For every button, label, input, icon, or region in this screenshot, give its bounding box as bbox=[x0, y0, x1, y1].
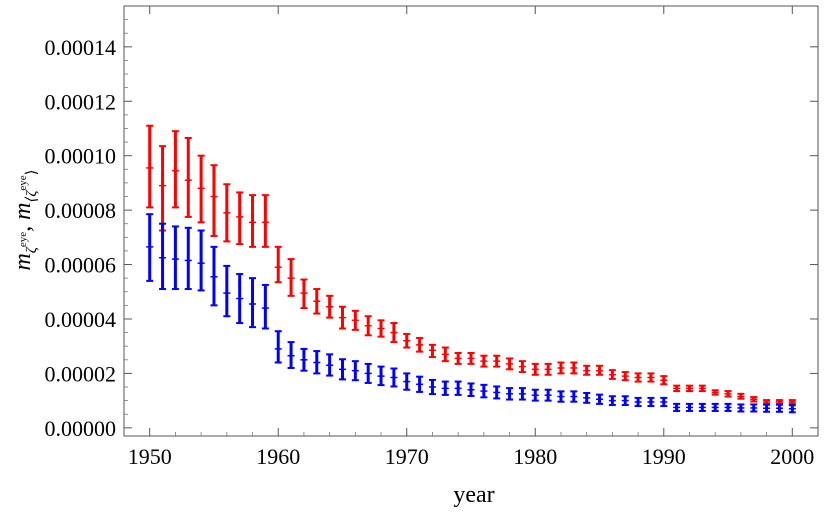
y-tick-label: 0.00010 bbox=[45, 144, 117, 169]
x-tick-label: 1970 bbox=[385, 444, 429, 469]
y-tick-label: 0.00006 bbox=[45, 253, 117, 278]
y-tick-label: 0.00000 bbox=[45, 416, 117, 441]
y-tick-label: 0.00014 bbox=[45, 35, 117, 60]
x-tick-label: 1980 bbox=[513, 444, 557, 469]
y-tick-label: 0.00012 bbox=[45, 89, 117, 114]
y-tick-label: 0.00002 bbox=[45, 361, 117, 386]
x-tick-label: 1990 bbox=[642, 444, 686, 469]
x-tick-label: 1960 bbox=[256, 444, 300, 469]
y-tick-label: 0.00004 bbox=[45, 307, 117, 332]
x-tick-label: 1950 bbox=[128, 444, 172, 469]
x-tick-label: 2000 bbox=[770, 444, 814, 469]
y-axis: 0.00000 0.00002 0.00004 0.00006 0.00008 0.000… bbox=[45, 19, 818, 441]
x-axis-title: year bbox=[453, 482, 494, 508]
plot-frame bbox=[123, 5, 819, 437]
series-0 bbox=[146, 124, 796, 405]
series-1 bbox=[146, 213, 796, 414]
x-axis: 1950 1960 1970 1980 1990 2000 bbox=[128, 6, 814, 469]
series-layer bbox=[146, 124, 796, 414]
y-tick-label: 0.00008 bbox=[45, 198, 117, 223]
y-axis-title: mζeye, m⟨ζeye⟩ bbox=[10, 169, 40, 270]
